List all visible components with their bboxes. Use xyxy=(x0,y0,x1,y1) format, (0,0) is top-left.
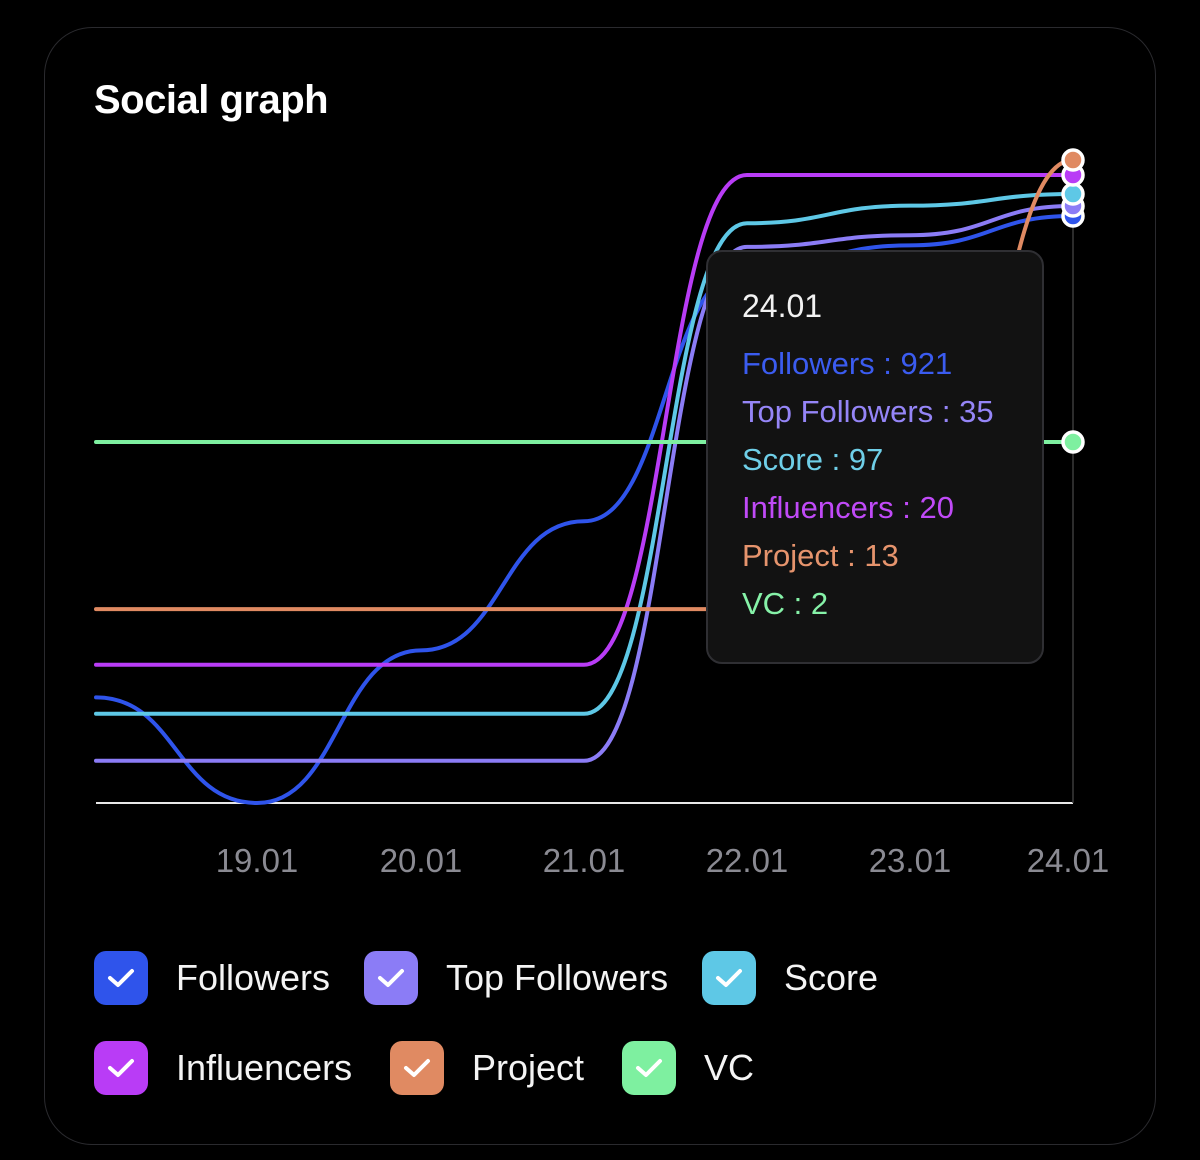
legend-label: Influencers xyxy=(176,1047,353,1088)
check-icon xyxy=(108,969,134,987)
point-marker-project[interactable] xyxy=(1061,148,1085,172)
legend-item-score[interactable]: Score xyxy=(702,950,878,1006)
legend-checkbox[interactable] xyxy=(364,951,418,1005)
check-icon xyxy=(404,1059,430,1077)
legend-checkbox[interactable] xyxy=(94,951,148,1005)
legend-item-top-followers[interactable]: Top Followers xyxy=(364,950,668,1006)
series-line-followers[interactable] xyxy=(94,214,1075,806)
point-marker-vc[interactable] xyxy=(1061,430,1085,454)
tooltip-vc: VC : 2 xyxy=(742,586,829,621)
series-line-top-followers[interactable] xyxy=(94,204,1075,763)
card-title: Social graph xyxy=(94,78,329,122)
tooltip-project: Project : 13 xyxy=(742,538,899,573)
legend-item-followers[interactable]: Followers xyxy=(94,950,330,1006)
series-line-score[interactable] xyxy=(94,192,1075,716)
x-tick-label: 22.01 xyxy=(706,842,789,879)
x-tick-label: 21.01 xyxy=(543,842,626,879)
legend-label: Project xyxy=(472,1047,585,1088)
legend-item-vc[interactable]: VC xyxy=(622,1040,754,1096)
legend-checkbox[interactable] xyxy=(702,951,756,1005)
tooltip-date: 24.01 xyxy=(742,288,823,324)
tooltip-score: Score : 97 xyxy=(742,442,884,477)
legend-item-project[interactable]: Project xyxy=(390,1040,584,1096)
legend-checkbox[interactable] xyxy=(390,1041,444,1095)
point-marker-score[interactable] xyxy=(1061,182,1085,206)
chart-tooltip: 24.01 Followers : 921 Top Followers : 35… xyxy=(706,250,1044,664)
legend-label: Top Followers xyxy=(446,957,669,998)
tooltip-influencers: Influencers : 20 xyxy=(742,490,954,525)
tooltip-followers: Followers : 921 xyxy=(742,346,953,381)
legend-label: Followers xyxy=(176,957,331,998)
x-tick-label: 20.01 xyxy=(380,842,463,879)
check-icon xyxy=(716,969,742,987)
legend-label: VC xyxy=(704,1047,755,1088)
legend-label: Score xyxy=(784,957,879,998)
legend-checkbox[interactable] xyxy=(94,1041,148,1095)
check-icon xyxy=(108,1059,134,1077)
check-icon xyxy=(378,969,404,987)
check-icon xyxy=(636,1059,662,1077)
x-tick-label: 24.01 xyxy=(1027,842,1110,879)
tooltip-top-followers: Top Followers : 35 xyxy=(742,394,994,429)
x-tick-label: 23.01 xyxy=(869,842,952,879)
legend-item-influencers[interactable]: Influencers xyxy=(94,1040,352,1096)
x-tick-label: 19.01 xyxy=(216,842,299,879)
legend-checkbox[interactable] xyxy=(622,1041,676,1095)
